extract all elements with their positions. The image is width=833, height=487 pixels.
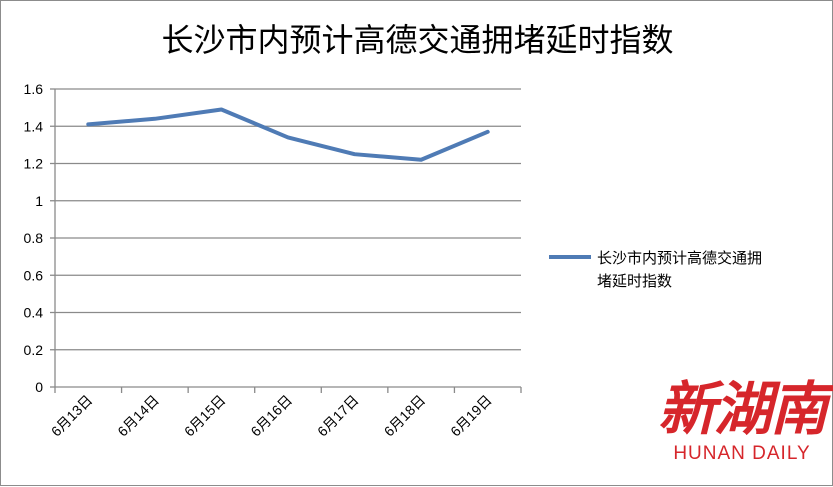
axis-layer: 0 0.2 0.4 0.6 0.8 1 1.2 1.4 1.6 6月13日 6月14日 6月15日 6月… [24,81,522,440]
data-point [153,117,157,121]
series-layer [86,107,490,162]
legend: 长沙市内预计高德交通拥 堵延时指数 [549,249,762,290]
chart-title: 长沙市内预计高德交通拥堵延时指数 [161,21,674,59]
y-tick-label: 0.8 [24,230,44,246]
x-tick-label: 6月14日 [114,392,162,440]
data-point [86,122,90,126]
y-tick-label: 1.6 [24,81,44,97]
x-tick-label: 6月13日 [48,392,96,440]
x-tick-label: 6月17日 [314,392,362,440]
legend-label-line1: 长沙市内预计高德交通拥 [597,249,762,267]
data-point [286,135,290,139]
data-point [219,107,223,111]
grid-layer [55,88,521,388]
hunan-daily-watermark: 新湖南 HUNAN DAILY [653,375,831,483]
watermark-logo: 新湖南 [657,375,828,443]
y-tick-label: 0.6 [24,267,44,283]
legend-label-line2: 堵延时指数 [597,272,672,290]
data-point [353,152,357,156]
x-tick-label: 6月16日 [247,392,295,440]
y-tick-label: 0 [35,379,43,395]
y-tick-label: 1.2 [24,156,44,172]
x-tick-label: 6月19日 [447,392,495,440]
x-tick-label: 6月15日 [181,392,229,440]
data-point [486,130,490,134]
y-tick-label: 1 [35,193,43,209]
data-point [419,158,423,162]
x-tick-label: 6月18日 [381,392,429,440]
watermark-subtitle: HUNAN DAILY [673,443,811,464]
y-tick-label: 0.4 [24,305,44,321]
series-line [86,107,490,162]
y-tick-label: 1.4 [24,118,44,134]
y-tick-label: 0.2 [24,342,44,358]
